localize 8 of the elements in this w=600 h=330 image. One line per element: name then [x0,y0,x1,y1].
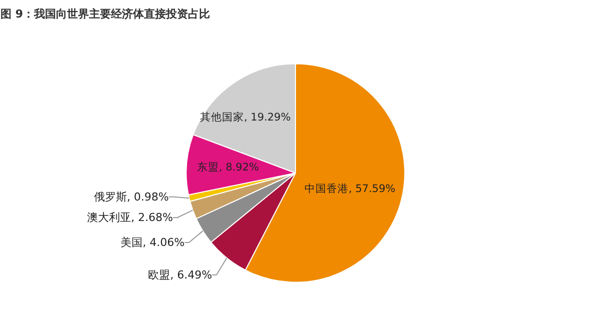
chart-title: 图 9：我国向世界主要经济体直接投资占比 [0,8,210,20]
slice-label: 中国香港, 57.59% [304,182,396,195]
slice-label: 东盟, 8.92% [196,160,260,174]
slice-label: 俄罗斯, 0.98% [94,190,169,204]
slice-label: 美国, 4.06% [120,236,185,250]
slice-label: 其他国家, 19.29% [200,110,291,124]
slice-label: 欧盟, 6.49% [148,268,212,282]
slice-label: 澳大利亚, 2.68% [87,211,173,224]
